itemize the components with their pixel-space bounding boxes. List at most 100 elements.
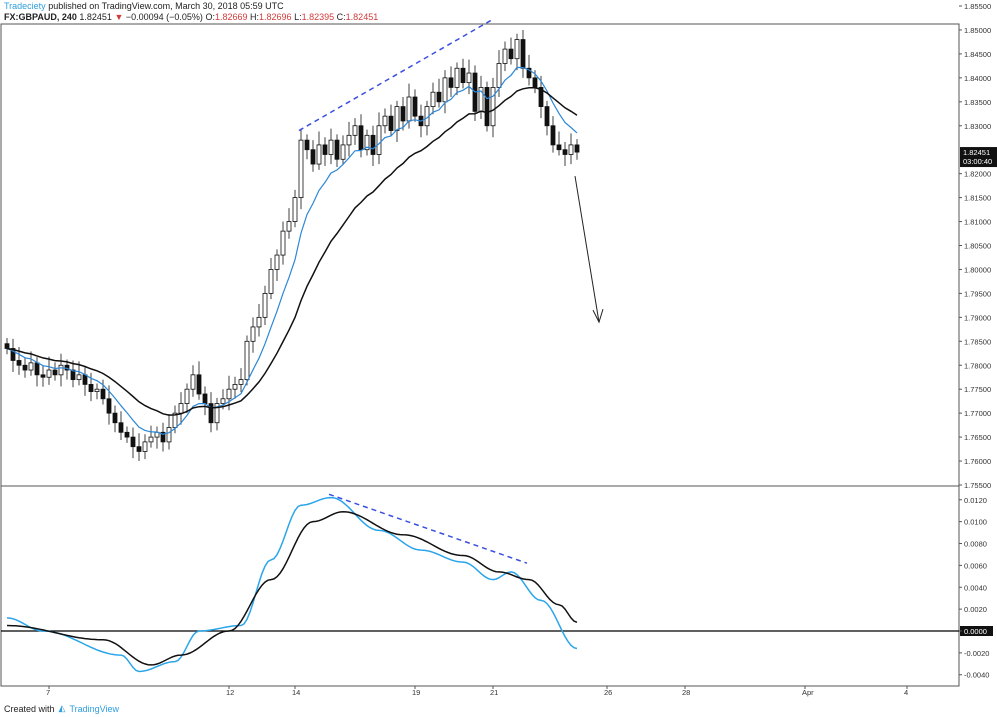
candle-down bbox=[334, 139, 340, 160]
tradingview-link[interactable]: TradingView bbox=[69, 703, 119, 714]
high-label: H: bbox=[250, 12, 260, 22]
price-tick-label: 1.83500 bbox=[964, 98, 991, 107]
arrow-head-icon bbox=[592, 308, 604, 324]
candle-down bbox=[304, 139, 310, 151]
open-label: O: bbox=[205, 12, 215, 22]
candle-up bbox=[232, 384, 238, 390]
price-tick-label: 1.78000 bbox=[964, 361, 991, 370]
candle-up bbox=[292, 197, 298, 222]
candle-up bbox=[466, 72, 472, 84]
candle-down bbox=[40, 374, 46, 378]
candle-up bbox=[172, 412, 178, 428]
candle-up bbox=[244, 340, 250, 381]
candle-down bbox=[208, 403, 214, 424]
candle-down bbox=[460, 67, 466, 84]
candle-down bbox=[100, 388, 106, 400]
candle-down bbox=[388, 115, 394, 131]
time-tick-label: 28 bbox=[682, 688, 690, 697]
candle-down bbox=[118, 422, 124, 433]
author-link[interactable]: Tradeciety bbox=[4, 1, 46, 11]
countdown-label: 03:00:40 bbox=[963, 157, 992, 166]
candle-down bbox=[82, 374, 88, 385]
down-triangle-icon: ▼ bbox=[114, 12, 124, 22]
osc-tick-label: 0.0040 bbox=[964, 583, 987, 592]
chart-frame bbox=[0, 23, 960, 687]
candle-up bbox=[430, 91, 436, 107]
candle-up bbox=[346, 134, 352, 146]
price-tick-label: 1.77000 bbox=[964, 409, 991, 418]
candle-up bbox=[502, 48, 508, 64]
price-tick-label: 1.80500 bbox=[964, 242, 991, 251]
osc-tick-label: 0.0000 bbox=[964, 627, 987, 636]
candle-up bbox=[442, 77, 448, 103]
price-tick-label: 1.79000 bbox=[964, 313, 991, 322]
candle-up bbox=[250, 326, 256, 342]
candle-up bbox=[58, 364, 64, 376]
oscillator-slow-line bbox=[6, 511, 578, 666]
candle-up bbox=[178, 403, 184, 414]
candle-up bbox=[286, 221, 292, 232]
candle-down bbox=[448, 77, 454, 88]
osc-tick-label: -0.0040 bbox=[964, 671, 989, 680]
candle-up bbox=[262, 292, 268, 318]
fast-moving-average bbox=[6, 66, 578, 435]
oscillator-axis[interactable]: 0.0120 0.0100 0.0080 0.0060 0.0040 0.0020 0.00… bbox=[959, 496, 993, 680]
change-value: −0.00094 (−0.05%) bbox=[125, 12, 203, 22]
time-tick-label: 21 bbox=[490, 688, 498, 697]
price-tick-label: 1.81000 bbox=[964, 218, 991, 227]
time-tick-label: 4 bbox=[904, 688, 908, 697]
candle-down bbox=[112, 412, 118, 424]
candle-up bbox=[406, 96, 412, 122]
candle-up bbox=[256, 316, 262, 328]
price-tick-label: 1.83000 bbox=[964, 122, 991, 131]
candle-up bbox=[46, 369, 52, 378]
candle-down bbox=[550, 125, 556, 146]
candle-up bbox=[490, 87, 496, 127]
price-tick-label: 1.85000 bbox=[964, 26, 991, 35]
candle-down bbox=[358, 125, 364, 151]
time-axis[interactable]: 7 12 14 19 21 26 28 Apr 4 bbox=[46, 686, 908, 697]
candle-up bbox=[394, 106, 400, 131]
candle-up bbox=[166, 427, 172, 443]
candle-up bbox=[316, 144, 322, 165]
down-arrow-icon bbox=[574, 175, 600, 323]
candle-up bbox=[268, 269, 274, 294]
price-axis[interactable]: 1.85500 1.85000 1.84500 1.84000 1.83500 1.830… bbox=[959, 2, 997, 490]
candle-down bbox=[22, 364, 28, 371]
slow-moving-average bbox=[6, 86, 578, 416]
candle-up bbox=[514, 39, 520, 60]
zero-marker bbox=[960, 626, 993, 636]
symbol-label: FX:GBPAUD, 240 bbox=[4, 12, 77, 22]
price-tick-label: 1.85500 bbox=[964, 2, 991, 11]
candle-down bbox=[130, 436, 136, 448]
candle-up bbox=[454, 67, 460, 88]
osc-tick-label: 0.0080 bbox=[964, 540, 987, 549]
price-tick-label: 1.84000 bbox=[964, 74, 991, 83]
candle-down bbox=[10, 348, 16, 361]
osc-tick-label: 0.0120 bbox=[964, 496, 987, 505]
oscillator-divergence-trendline bbox=[328, 493, 528, 564]
candle-up bbox=[274, 254, 280, 270]
price-tick-label: 1.76000 bbox=[964, 457, 991, 466]
candle-down bbox=[34, 362, 40, 376]
chart-canvas[interactable]: 1.85500 1.85000 1.84500 1.84000 1.83500 1.830… bbox=[0, 0, 997, 700]
low-label: L: bbox=[294, 12, 302, 22]
candle-down bbox=[196, 374, 202, 395]
candle-down bbox=[370, 134, 376, 155]
candle-up bbox=[382, 115, 388, 127]
last-price: 1.82451 bbox=[79, 12, 112, 22]
price-tick-label: 1.76500 bbox=[964, 433, 991, 442]
candle-down bbox=[562, 149, 568, 155]
candle-down bbox=[160, 431, 166, 443]
candle-down bbox=[400, 106, 406, 122]
time-tick-label: 19 bbox=[412, 688, 420, 697]
candle-down bbox=[526, 67, 532, 79]
candle-down bbox=[520, 39, 526, 69]
candle-up bbox=[148, 436, 154, 443]
close-value: 1.82451 bbox=[345, 12, 379, 22]
open-value: 1.82669 bbox=[214, 12, 248, 22]
candle-up bbox=[328, 139, 334, 155]
candle-down bbox=[16, 360, 22, 366]
candle-down bbox=[532, 77, 538, 88]
candle-up bbox=[340, 144, 346, 160]
